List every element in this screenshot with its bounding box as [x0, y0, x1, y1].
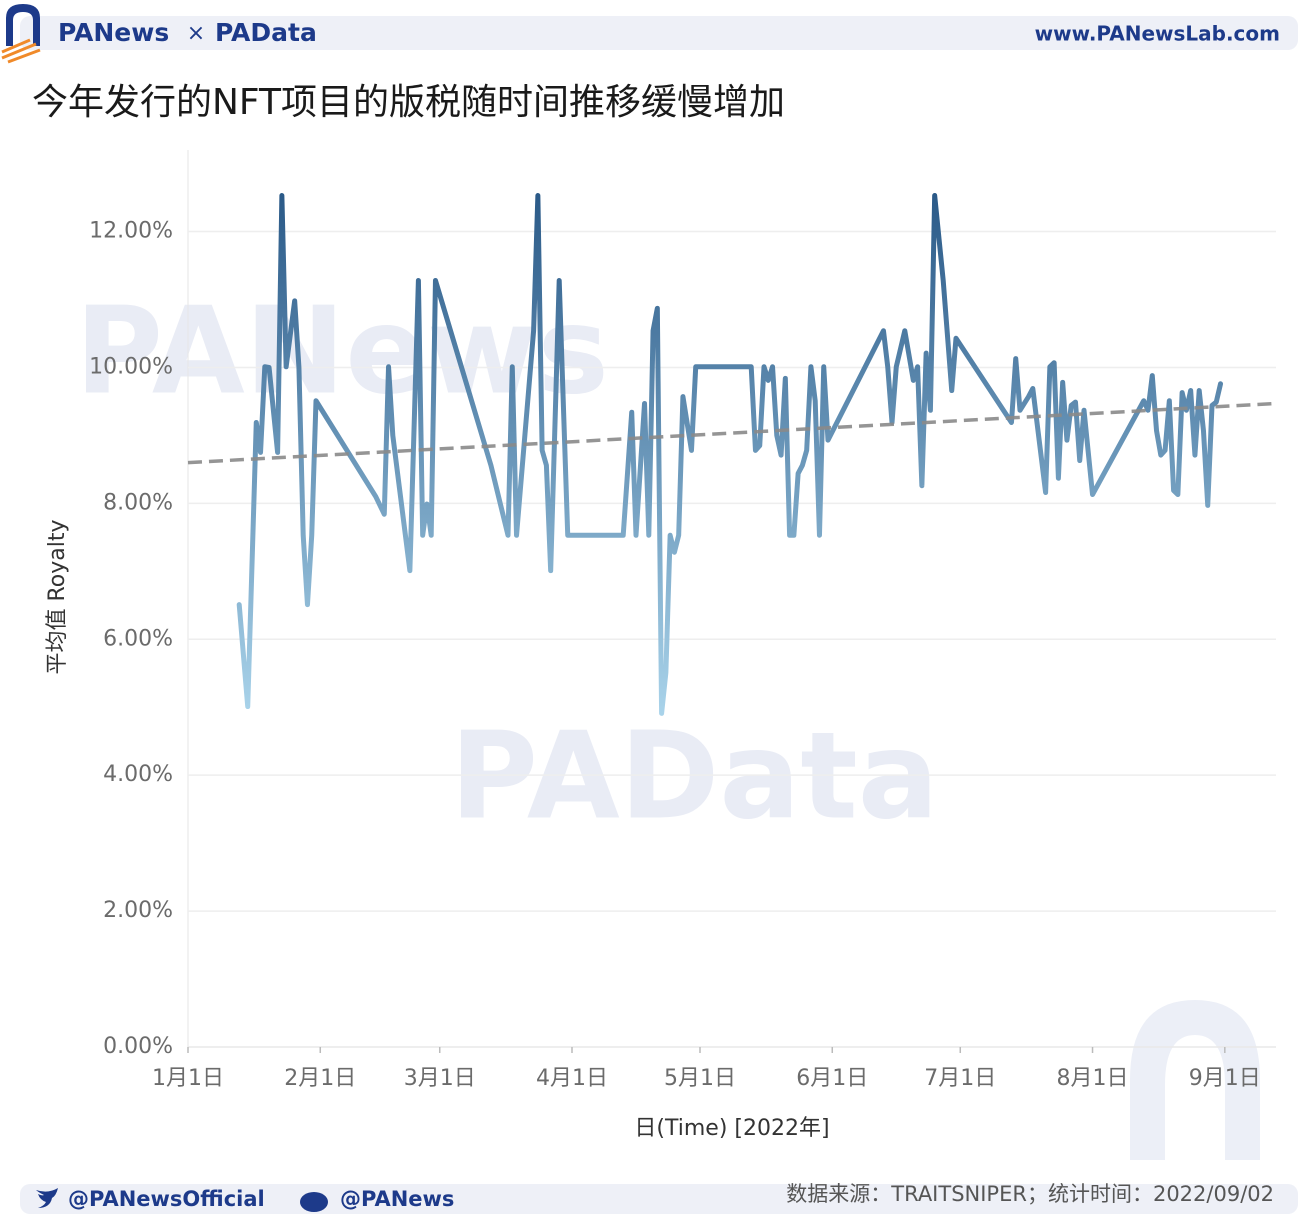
watermark-logo [1130, 1000, 1260, 1160]
x-tick-label: 6月1日 [796, 1066, 868, 1091]
logo-icon [6, 4, 40, 46]
url: www.PANewsLab.com [1035, 22, 1280, 46]
y-tick-label: 10.00% [89, 354, 173, 379]
weibo-handle: @PANews [340, 1187, 454, 1211]
y-axis-label: 平均值 Royalty [45, 519, 70, 674]
x-tick-label: 4月1日 [536, 1066, 608, 1091]
watermark: PAData [450, 708, 939, 847]
x-tick-label: 3月1日 [404, 1066, 476, 1091]
chart-title: 今年发行的NFT项目的版税随时间推移缓慢增加 [32, 82, 785, 123]
twitter-handle: @PANewsOfficial [68, 1187, 265, 1211]
y-tick-label: 4.00% [103, 762, 173, 787]
y-tick-label: 8.00% [103, 490, 173, 515]
y-tick-label: 2.00% [103, 898, 173, 923]
weibo-icon [300, 1192, 328, 1212]
y-tick-label: 6.00% [103, 626, 173, 651]
brand: PANews [58, 18, 169, 47]
x-tick-label: 2月1日 [284, 1066, 356, 1091]
x-tick-label: 5月1日 [664, 1066, 736, 1091]
x-tick-label: 1月1日 [152, 1066, 224, 1091]
watermark: PANews [75, 283, 609, 422]
x-axis-label: 日(Time) [2022年] [634, 1116, 829, 1141]
y-tick-label: 0.00% [103, 1034, 173, 1059]
x-tick-label: 7月1日 [924, 1066, 996, 1091]
logo-stripes [1, 38, 41, 64]
data-line [236, 193, 1224, 716]
source: 数据来源：TRAITSNIPER；统计时间：2022/09/02 [786, 1182, 1274, 1206]
twitter-icon [36, 1188, 58, 1208]
footer-bar [20, 1184, 1298, 1214]
x-tick-label: 8月1日 [1057, 1066, 1129, 1091]
trend-line [187, 401, 1277, 465]
y-tick-label: 12.00% [89, 219, 173, 244]
header-bar [20, 16, 1298, 50]
brand-sep: × [187, 21, 205, 46]
brand: PAData [215, 18, 317, 47]
x-tick-label: 9月1日 [1189, 1066, 1261, 1091]
